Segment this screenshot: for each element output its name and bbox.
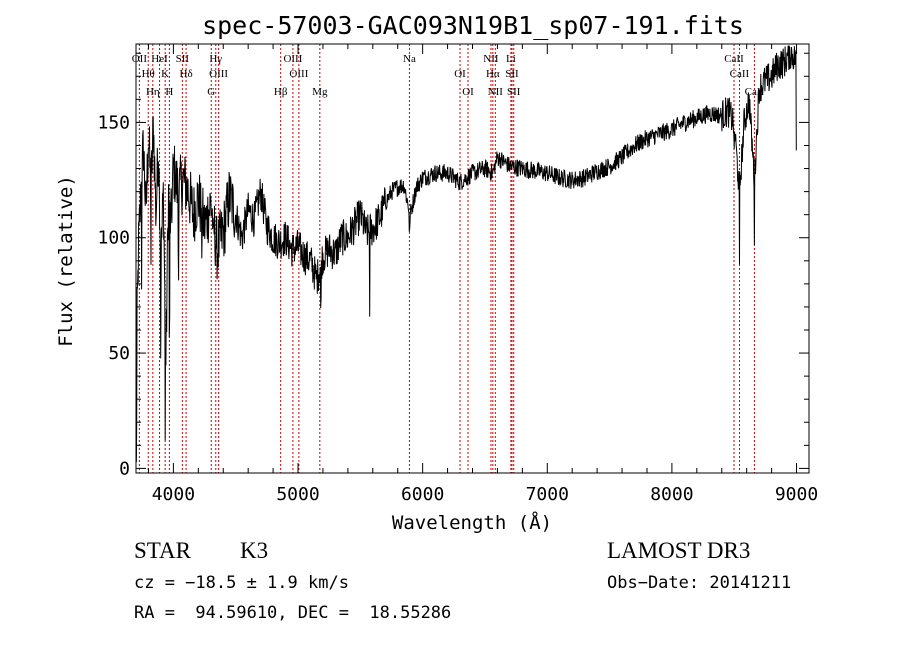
line-label: SII xyxy=(507,86,521,98)
spectral-line-markers xyxy=(138,44,755,473)
line-label: H xyxy=(165,86,173,98)
spectral-line-labels: OIIHθHηHeIKHSIIHδGHγOIIIHβOIIIOIIIMgNaOI… xyxy=(132,53,765,98)
line-label: OI xyxy=(454,68,466,80)
x-axis-label: Wavelength (Å) xyxy=(392,511,552,534)
line-label: Hη xyxy=(146,86,160,98)
observation-date: Obs−Date: 20141211 xyxy=(607,573,792,593)
y-tick-label: 100 xyxy=(97,228,130,249)
line-label: SII xyxy=(176,53,190,65)
line-label: Mg xyxy=(312,86,328,98)
x-tick-label: 6000 xyxy=(401,484,444,505)
line-label: Na xyxy=(403,53,416,65)
x-tick-label: 8000 xyxy=(650,484,693,505)
x-tick-label: 4000 xyxy=(152,484,195,505)
line-label: NII xyxy=(488,86,504,98)
line-label: SII xyxy=(505,68,519,80)
line-label: OII xyxy=(132,53,148,65)
coordinates: RA = 94.59610, DEC = 18.55286 xyxy=(134,603,452,623)
spectrum-line xyxy=(135,44,797,463)
line-label: CaII xyxy=(730,68,750,80)
line-label: CaII xyxy=(724,53,744,65)
line-label: Hβ xyxy=(274,86,288,98)
line-label: Hδ xyxy=(180,68,193,80)
y-tick-label: 0 xyxy=(119,458,130,479)
line-label: K xyxy=(161,68,169,80)
line-label: NII xyxy=(483,53,499,65)
line-label: HeI xyxy=(151,53,168,65)
object-subclass: K3 xyxy=(240,538,269,563)
line-label: Hγ xyxy=(209,53,222,65)
line-label: Li xyxy=(506,53,516,65)
chart-title: spec-57003-GAC093N19B1_sp07-191.fits xyxy=(202,11,744,40)
line-label: OI xyxy=(462,86,474,98)
x-tick-label: 7000 xyxy=(526,484,569,505)
line-label: OIII xyxy=(289,68,308,80)
axes: 4000 5000 6000 7000 8000 9000 0 50 100 150 xyxy=(97,43,818,505)
line-label: OIII xyxy=(209,68,228,80)
y-tick-label: 50 xyxy=(108,343,130,364)
x-tick-label: 9000 xyxy=(775,484,818,505)
y-axis-label: Flux (relative) xyxy=(55,175,77,347)
redshift-value: cz = −18.5 ± 1.9 km/s xyxy=(134,573,349,593)
spectrum-layer xyxy=(135,44,797,463)
x-tick-label: 5000 xyxy=(276,484,319,505)
y-tick-label: 150 xyxy=(97,112,130,133)
line-label: OIII xyxy=(283,53,302,65)
line-label: Hθ xyxy=(142,68,155,80)
line-label: G xyxy=(207,86,215,98)
line-label: Hα xyxy=(486,68,500,80)
object-class: STAR xyxy=(134,538,191,563)
survey-name: LAMOST DR3 xyxy=(607,538,751,563)
